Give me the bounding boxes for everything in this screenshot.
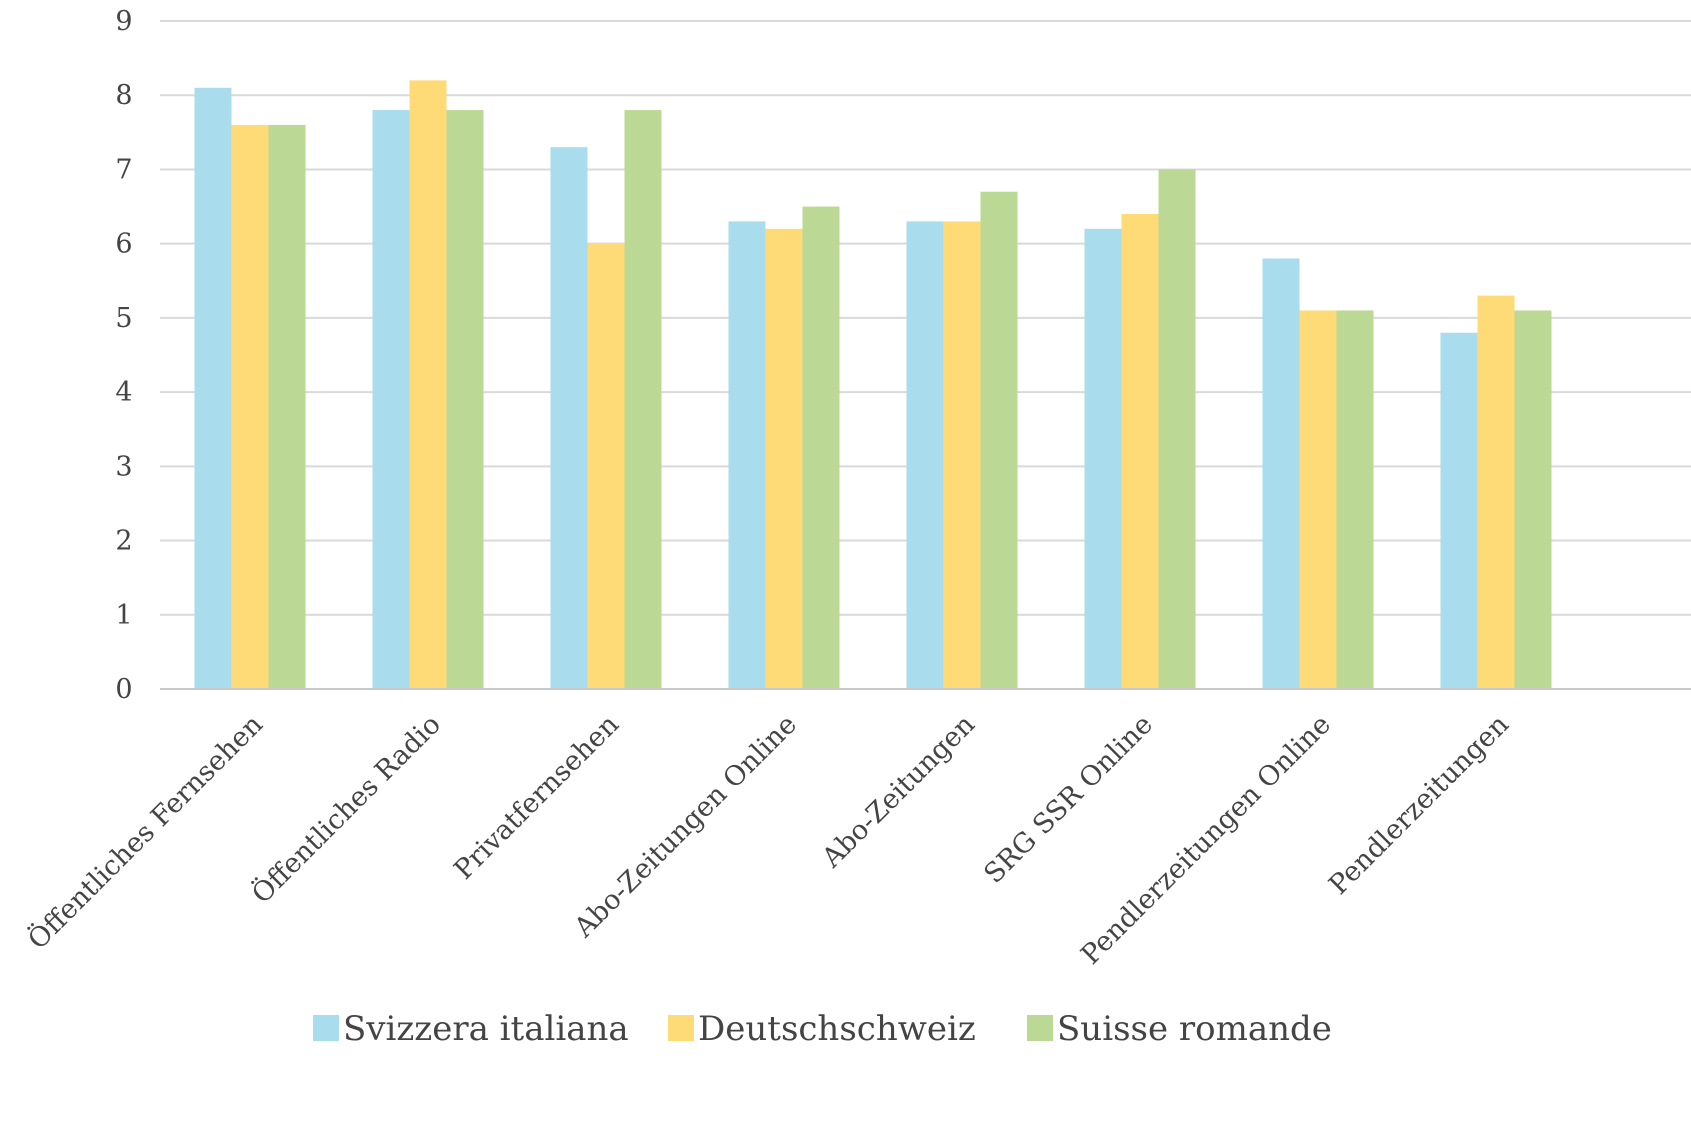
bar bbox=[1514, 310, 1552, 689]
legend-swatch bbox=[1027, 1015, 1053, 1041]
bar bbox=[1158, 169, 1196, 689]
legend-swatch bbox=[668, 1015, 694, 1041]
bar bbox=[765, 228, 803, 690]
bar bbox=[1084, 228, 1122, 690]
bar bbox=[587, 243, 625, 689]
bar bbox=[1121, 213, 1159, 689]
y-tick-label: 9 bbox=[115, 6, 132, 37]
bar bbox=[409, 80, 447, 689]
y-tick-label: 1 bbox=[115, 600, 132, 631]
x-tick-label: Privatfernsehen bbox=[448, 709, 625, 886]
bar bbox=[980, 191, 1018, 689]
y-tick-label: 3 bbox=[115, 451, 132, 482]
bar bbox=[231, 124, 269, 689]
y-tick-label: 4 bbox=[115, 377, 132, 408]
x-tick-label: SRG SSR Online bbox=[978, 709, 1159, 890]
legend: Svizzera italiana Deutschschweiz Suisse ro… bbox=[313, 1009, 1332, 1049]
bar bbox=[943, 221, 981, 689]
bar bbox=[1336, 310, 1374, 689]
y-tick-label: 8 bbox=[115, 80, 132, 111]
bar bbox=[1262, 258, 1300, 689]
legend-swatch bbox=[313, 1015, 339, 1041]
bar bbox=[802, 206, 840, 690]
bar bbox=[728, 221, 766, 689]
bar bbox=[268, 124, 306, 689]
bar bbox=[550, 147, 588, 689]
y-tick-label: 6 bbox=[115, 229, 132, 260]
bar bbox=[906, 221, 944, 689]
x-tick-label: Pendlerzeitungen bbox=[1323, 709, 1515, 901]
bar bbox=[624, 110, 662, 690]
legend-label: Deutschschweiz bbox=[698, 1009, 976, 1049]
bar bbox=[1477, 295, 1515, 689]
bar bbox=[1440, 332, 1478, 689]
bar bbox=[372, 110, 410, 690]
y-axis-ticks: 0 1 2 3 4 5 6 7 8 9 bbox=[115, 6, 132, 705]
bar bbox=[1299, 310, 1337, 689]
bar bbox=[194, 87, 232, 690]
y-tick-label: 7 bbox=[115, 154, 132, 185]
y-tick-label: 2 bbox=[115, 526, 132, 557]
legend-label: Suisse romande bbox=[1057, 1009, 1332, 1049]
legend-label: Svizzera italiana bbox=[343, 1009, 629, 1049]
y-tick-label: 5 bbox=[115, 303, 132, 334]
bar bbox=[446, 110, 484, 690]
x-tick-label: Abo-Zeitungen bbox=[816, 709, 981, 874]
x-tick-label: Öffentliches Radio bbox=[244, 707, 447, 910]
y-tick-label: 0 bbox=[115, 674, 132, 705]
x-tick-label: Öffentliches Fernsehen bbox=[20, 707, 269, 956]
bars bbox=[194, 80, 1552, 690]
